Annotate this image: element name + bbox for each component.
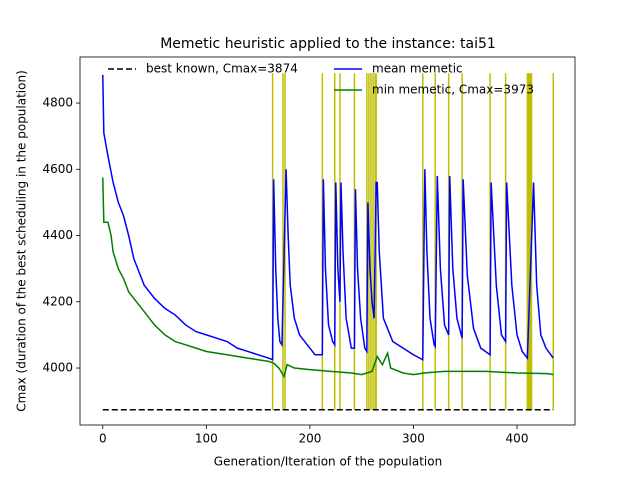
x-tick-label: 400 [506, 432, 529, 446]
legend-label: mean memetic [372, 62, 463, 76]
y-tick-label: 4600 [42, 162, 73, 176]
y-tick-label: 4200 [42, 294, 73, 308]
y-axis-label: Cmax (duration of the best scheduling in… [15, 70, 29, 412]
x-tick-label: 100 [195, 432, 218, 446]
x-tick-label: 0 [99, 432, 107, 446]
y-tick-label: 4000 [42, 361, 73, 375]
plot-frame [79, 56, 576, 426]
series-line [102, 74, 554, 361]
y-tick-label: 4800 [42, 96, 73, 110]
x-axis-label: Generation/Iteration of the population [214, 455, 442, 469]
legend-label: min memetic, Cmax=3973 [372, 83, 534, 97]
chart-title: Memetic heuristic applied to the instanc… [160, 36, 496, 52]
legend-label: best known, Cmax=3874 [146, 62, 298, 76]
series-line [102, 177, 554, 379]
x-tick-label: 200 [298, 432, 321, 446]
x-tick-label: 300 [402, 432, 425, 446]
y-tick-label: 4400 [42, 228, 73, 242]
